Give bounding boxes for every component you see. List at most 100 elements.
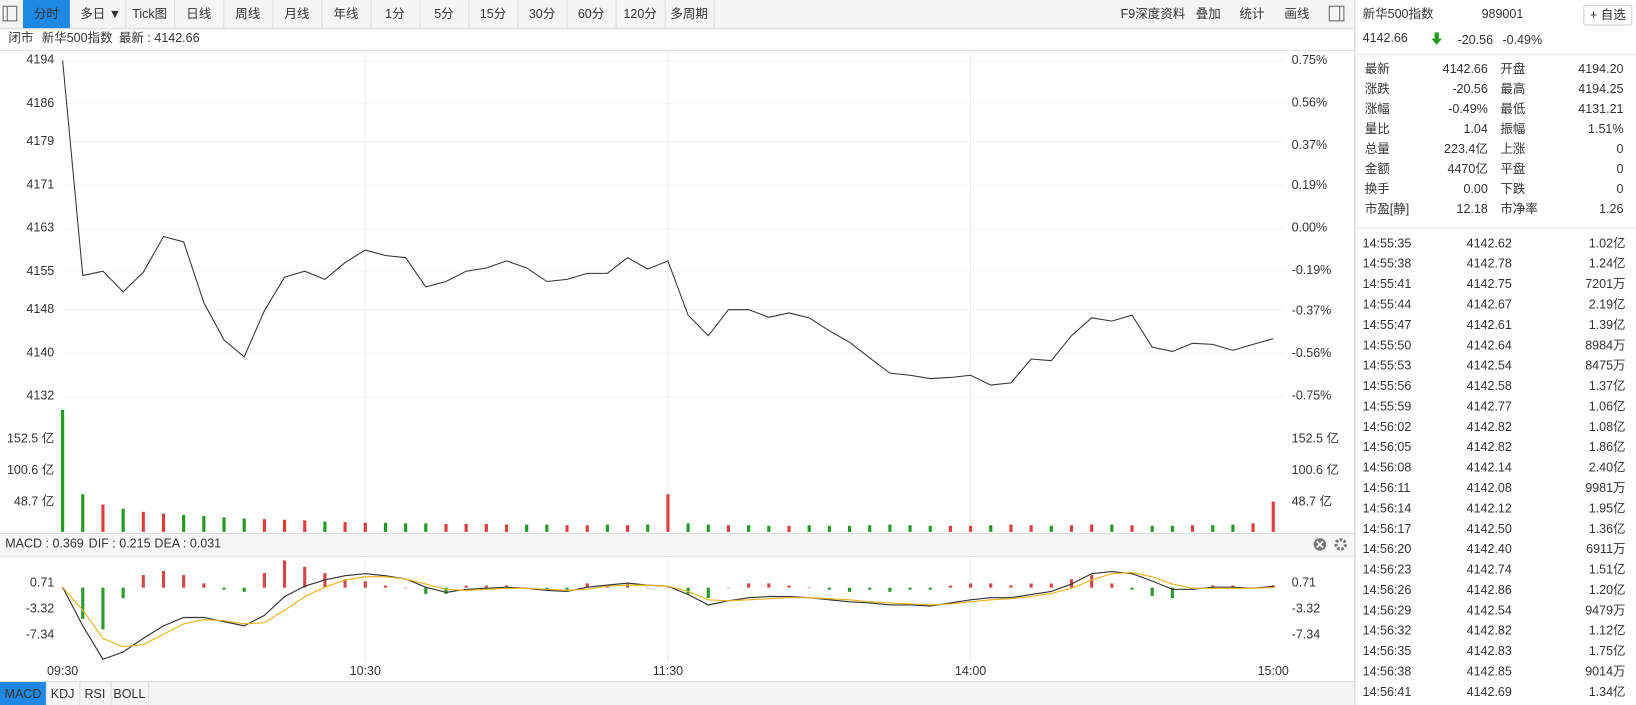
volume-bar: [1150, 525, 1154, 532]
macd-bar: [282, 560, 287, 588]
tab[interactable]: 60分: [578, 7, 604, 21]
panel-icon[interactable]: [2, 5, 18, 22]
trade-volume: 1.37亿: [1589, 378, 1626, 393]
volume-bar: [827, 525, 831, 532]
trade-price: 4142.12: [1467, 501, 1512, 515]
trade-volume: 1.34亿: [1589, 684, 1626, 699]
trade-price: 4142.75: [1467, 277, 1512, 291]
macd-bar: [928, 587, 932, 590]
trade-price: 4142.62: [1467, 236, 1512, 250]
y-tick-label: 48.7 亿: [14, 494, 54, 509]
tool[interactable]: F9深度资料: [1121, 6, 1186, 21]
macd-bar: [404, 587, 408, 589]
volume-bar: [525, 524, 529, 532]
macd-bar: [888, 587, 892, 592]
macd-bar: [1110, 583, 1114, 588]
tab[interactable]: 分时: [34, 7, 60, 21]
volume-bar: [404, 523, 408, 532]
macd-bar: [686, 587, 690, 594]
watch-button-bg[interactable]: [1583, 4, 1633, 26]
tab[interactable]: 多日 ▼: [80, 7, 121, 21]
stat-value: 1.51%: [1588, 122, 1623, 136]
indicator-tab[interactable]: MACD: [5, 687, 42, 701]
volume-bar: [807, 525, 811, 532]
stat-label: 金额: [1365, 161, 1391, 176]
indicator-tab[interactable]: RSI: [85, 687, 106, 701]
volume-bar: [282, 519, 287, 532]
watch-button[interactable]: + 自选: [1590, 8, 1626, 22]
indicator-tab[interactable]: BOLL: [113, 687, 145, 701]
tab[interactable]: 年线: [333, 7, 359, 21]
y2-tick-label: 0.19%: [1292, 178, 1327, 192]
trade-time: 14:56:02: [1363, 420, 1412, 434]
x-tick-label: 11:30: [653, 664, 683, 678]
tab[interactable]: 30分: [529, 7, 555, 21]
volume-bar: [585, 525, 589, 532]
stat-label: 下跌: [1500, 181, 1526, 196]
volume-bar: [504, 524, 509, 532]
macd-bar: [141, 575, 145, 588]
stat-value: 4470亿: [1448, 161, 1488, 176]
tab[interactable]: 周线: [235, 7, 261, 21]
volume-bar: [1069, 525, 1074, 532]
tab[interactable]: 1分: [385, 7, 404, 21]
y-tick-label: 4179: [26, 134, 54, 148]
legend-entry: DEA : 0.031: [154, 537, 221, 551]
tab[interactable]: 15分: [480, 7, 506, 21]
trade-time: 14:56:14: [1363, 501, 1412, 515]
tool[interactable]: 统计: [1240, 7, 1265, 21]
stat-label: 市盈[静]: [1365, 201, 1409, 216]
tab[interactable]: Tick图: [132, 7, 167, 21]
trade-volume: 1.51亿: [1589, 562, 1626, 577]
macd-header-bg: [0, 533, 1355, 556]
tab[interactable]: 5分: [434, 7, 453, 21]
trade-price: 4142.67: [1467, 298, 1512, 312]
trade-price: 4142.40: [1467, 542, 1512, 556]
volume-bar: [948, 525, 952, 532]
tab[interactable]: 月线: [284, 7, 310, 21]
tool[interactable]: 画线: [1284, 7, 1310, 21]
volume-bar: [1271, 501, 1275, 532]
settings-icon[interactable]: [1334, 538, 1347, 551]
volume-bar: [1029, 525, 1033, 532]
macd-bar: [646, 587, 650, 589]
macd-bar: [908, 587, 912, 590]
volume-bar: [646, 524, 650, 532]
volume-bar: [1130, 525, 1134, 532]
trade-time: 14:55:59: [1363, 399, 1412, 413]
y2-tick-label: 0.56%: [1292, 95, 1327, 109]
sidebar-icon[interactable]: [1328, 5, 1345, 22]
tab[interactable]: 多周期: [670, 7, 708, 21]
trade-volume: 1.86亿: [1589, 439, 1626, 454]
y2-tick-label: -0.19%: [1292, 263, 1332, 277]
volume-bar: [444, 523, 448, 532]
tab[interactable]: 120分: [623, 7, 656, 21]
macd-bar: [343, 579, 347, 588]
quote-change: -20.56: [1458, 33, 1493, 47]
volume-bar: [1110, 524, 1114, 532]
indicator-tab[interactable]: KDJ: [51, 687, 75, 701]
y-tick-label: 0.71: [30, 575, 54, 589]
stat-label: 最高: [1500, 81, 1525, 96]
tab[interactable]: 日线: [186, 7, 212, 21]
stat-value: 4194.25: [1578, 82, 1623, 96]
trade-time: 14:56:08: [1363, 461, 1412, 475]
macd-bar: [1170, 587, 1174, 599]
trade-volume: 1.24亿: [1589, 256, 1626, 271]
tool[interactable]: 叠加: [1196, 7, 1221, 21]
trade-price: 4142.54: [1467, 359, 1512, 373]
trade-time: 14:55:44: [1363, 298, 1412, 312]
y-tick-label: -3.32: [26, 601, 55, 615]
volume-bar: [424, 523, 428, 532]
macd-bar: [1049, 583, 1053, 588]
trade-price: 4142.64: [1467, 338, 1512, 352]
volume-bar: [888, 524, 892, 532]
volume-bar: [847, 525, 852, 532]
macd-bar: [383, 585, 388, 588]
macd-bar: [585, 583, 589, 588]
x-tick-label: 10:30: [350, 664, 381, 678]
down-arrow: [1431, 32, 1442, 45]
stat-label: 开盘: [1500, 61, 1525, 76]
macd-bar: [1211, 585, 1215, 588]
